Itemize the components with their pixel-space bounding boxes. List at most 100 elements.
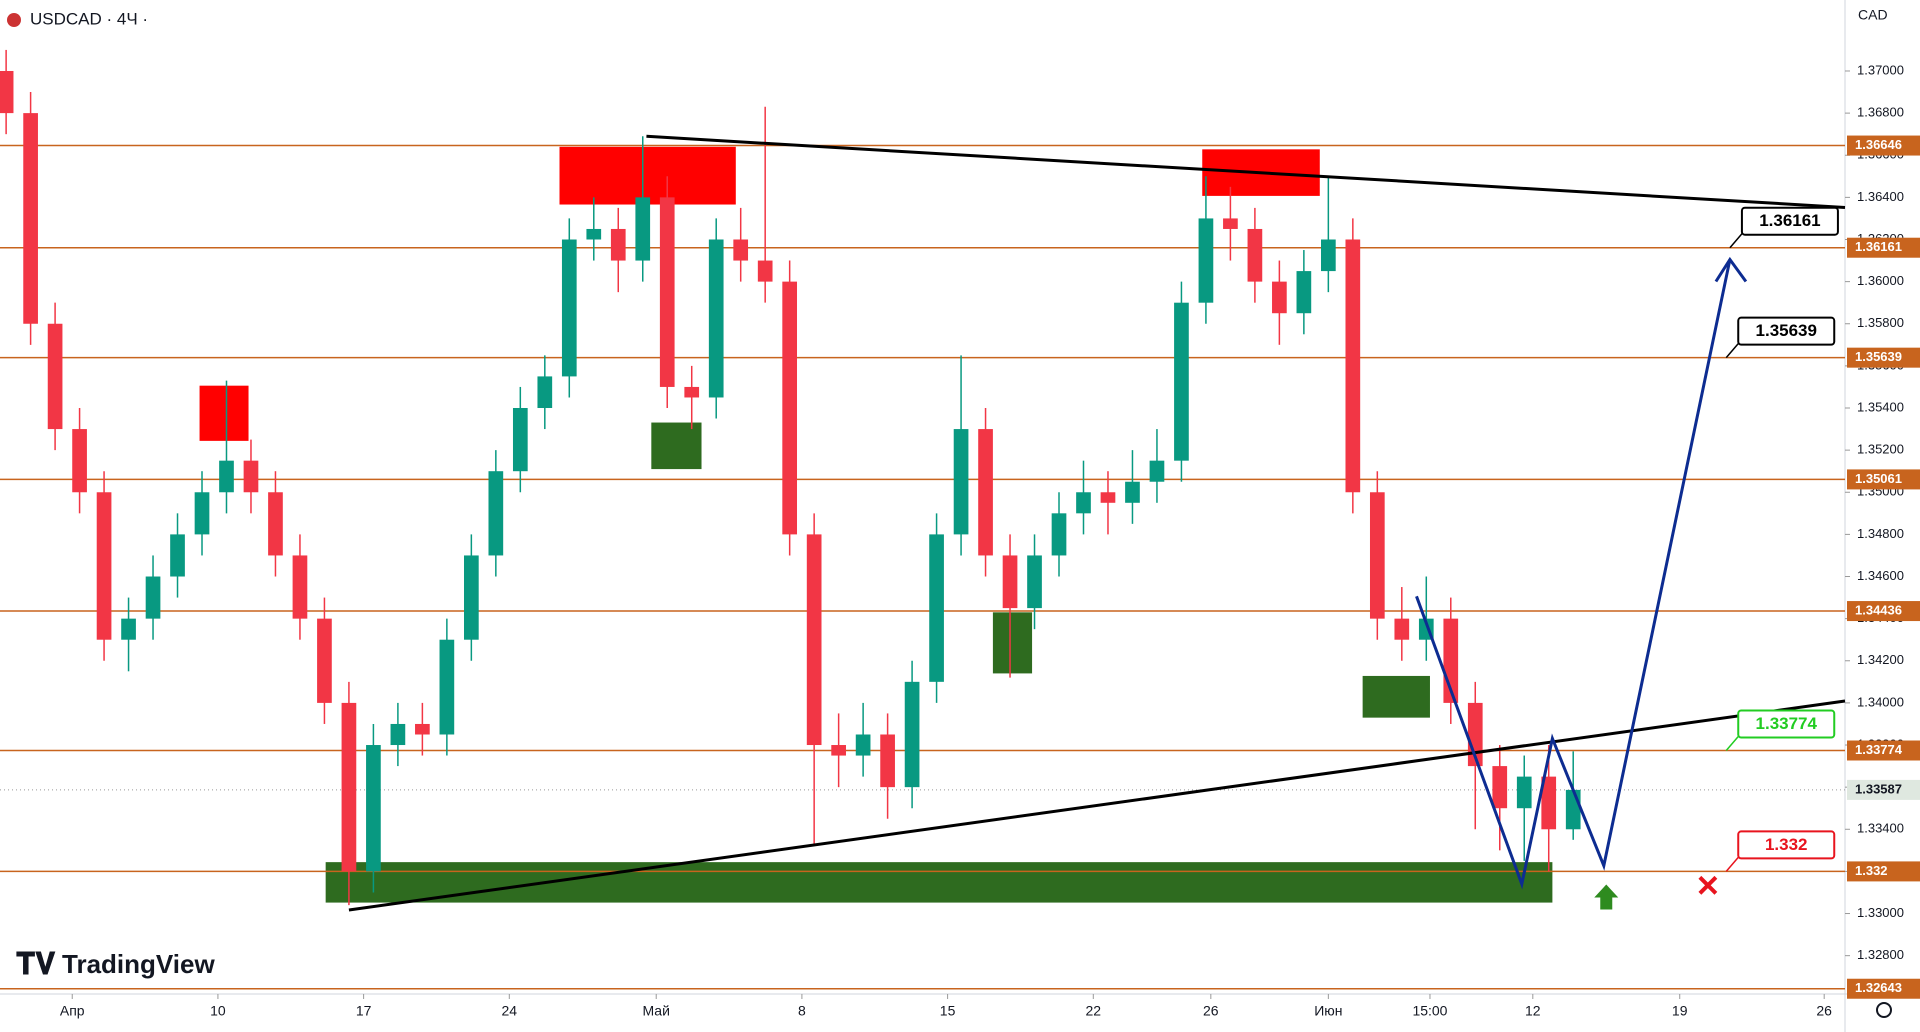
- symbol-flag: [7, 13, 21, 27]
- candle-body: [586, 228, 602, 240]
- y-tick-label: 1.34600: [1857, 568, 1904, 583]
- x-tick-label: 8: [798, 1003, 806, 1019]
- x-tick-label: 12: [1525, 1003, 1541, 1019]
- zone: [651, 422, 702, 470]
- zone: [199, 385, 249, 441]
- candle-body: [317, 618, 332, 703]
- x-tick-label: 19: [1672, 1003, 1688, 1019]
- candle-body: [659, 197, 675, 387]
- candle-body: [145, 576, 161, 619]
- trendline: [1415, 259, 1732, 890]
- callout-box: [1737, 709, 1836, 739]
- callout-leader: [1725, 856, 1739, 872]
- y-tick-label: 1.35400: [1857, 399, 1904, 414]
- candle-body: [341, 702, 357, 872]
- currency[interactable]: CAD: [1858, 7, 1888, 23]
- level-label-bg: [1847, 469, 1920, 490]
- callout-box: [1737, 316, 1836, 346]
- candle-body: [243, 460, 259, 493]
- candle-body: [1027, 555, 1042, 609]
- candle-body: [390, 723, 406, 746]
- candle-body: [880, 734, 895, 788]
- plot-area: 1.36161 1.35639 1.33774 1.332: [0, 49, 1846, 990]
- trendline: [646, 134, 1846, 209]
- callout-box: [1740, 206, 1839, 236]
- x-tick-label: 17: [356, 1003, 372, 1019]
- y-tick-label: 1.34200: [1857, 652, 1904, 667]
- callout-box: [1737, 830, 1836, 860]
- candle-body: [1516, 776, 1532, 809]
- x-tick-label: 26: [1816, 1003, 1832, 1019]
- arrowhead: [1714, 256, 1748, 283]
- candle-body: [1541, 776, 1557, 830]
- zone: [992, 612, 1033, 674]
- y-tick-label: 1.34800: [1857, 526, 1904, 541]
- candle-body: [831, 745, 846, 756]
- candle-body: [0, 70, 14, 114]
- candle-body: [1002, 555, 1018, 609]
- candle-body: [439, 639, 455, 735]
- callout-label: 1.36161: [1759, 211, 1820, 230]
- candle-body: [488, 471, 504, 556]
- candle-body: [782, 281, 798, 535]
- level-label: 1.332: [1855, 863, 1888, 878]
- candle-body: [1247, 228, 1263, 282]
- candle-body: [1223, 218, 1238, 229]
- candle-body: [1565, 789, 1581, 830]
- y-tick-label: 1.35200: [1857, 442, 1904, 457]
- candle-body: [23, 113, 38, 324]
- candle-body: [1272, 281, 1287, 314]
- y-tick-label: 1.35800: [1857, 315, 1904, 330]
- candle-body: [537, 376, 553, 409]
- candle-body: [268, 492, 283, 556]
- x-tick-label: Июн: [1314, 1003, 1342, 1019]
- candle-body: [757, 260, 773, 282]
- y-tick-label: 1.32800: [1857, 947, 1904, 962]
- candle-body: [1076, 492, 1091, 514]
- x-tick-label: 10: [210, 1003, 226, 1019]
- y-tick-label: 1.33000: [1857, 905, 1904, 920]
- x-tick-label: Май: [642, 1003, 669, 1019]
- level-label-bg: [1847, 601, 1920, 622]
- candle-body: [415, 723, 430, 735]
- last-price-bg: [1847, 779, 1920, 800]
- candle-body: [1100, 492, 1116, 503]
- candle-body: [512, 408, 528, 472]
- level-label: 1.35639: [1855, 349, 1902, 364]
- settings-icon[interactable]: [1876, 1002, 1892, 1018]
- y-tick-label: 1.34000: [1857, 694, 1904, 709]
- candle-body: [464, 555, 479, 640]
- level-label: 1.32643: [1855, 980, 1902, 995]
- y-tick-label: 1.36000: [1857, 273, 1904, 288]
- buy-marker: [1594, 884, 1619, 910]
- candle-body: [561, 239, 577, 377]
- candle-body: [1051, 513, 1067, 556]
- level-label: 1.35061: [1855, 471, 1902, 486]
- y-tick-label: 1.33400: [1857, 821, 1904, 836]
- candle-body: [904, 681, 920, 788]
- candle-body: [806, 534, 822, 746]
- level-label-bg: [1847, 237, 1920, 258]
- y-tick-label: 1.37000: [1857, 62, 1904, 77]
- candle-body: [1345, 239, 1361, 493]
- candle-body: [1198, 218, 1214, 303]
- candle-body: [170, 534, 185, 577]
- x-tick-label: 24: [502, 1003, 518, 1019]
- x-tick-label: 26: [1203, 1003, 1219, 1019]
- zone: [559, 146, 736, 205]
- trendline: [348, 699, 1846, 912]
- level-label-bg: [1847, 347, 1920, 368]
- x-tick-label: 22: [1085, 1003, 1101, 1019]
- level-label: 1.36646: [1855, 137, 1902, 152]
- y-tick-label: 1.36400: [1857, 189, 1904, 204]
- candle-body: [1369, 492, 1385, 619]
- brand: TradingView: [62, 949, 215, 979]
- level-label-bg: [1847, 740, 1920, 761]
- level-label: 1.34436: [1855, 602, 1902, 617]
- candle-body: [1125, 481, 1140, 503]
- candle-body: [929, 534, 944, 682]
- callout-leader: [1725, 736, 1739, 751]
- callout-label: 1.35639: [1756, 321, 1817, 340]
- candle-body: [953, 429, 969, 535]
- level-label: 1.36161: [1855, 239, 1902, 254]
